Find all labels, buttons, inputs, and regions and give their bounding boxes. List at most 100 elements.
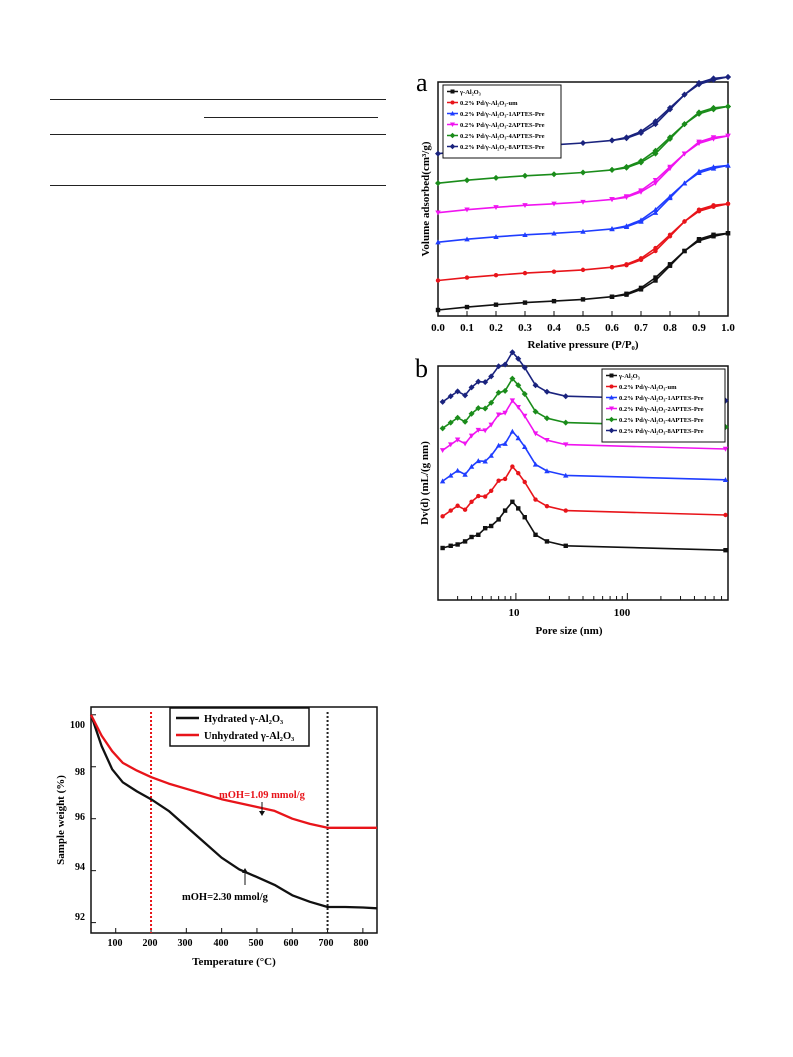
panel-a-data-point	[493, 174, 499, 181]
panel-a-data-point	[696, 79, 702, 86]
tga-x-tick-label: 200	[143, 938, 158, 949]
panel-a-data-point	[653, 275, 658, 280]
panel-b-data-point	[454, 388, 461, 395]
panel-b-series-5	[439, 349, 729, 405]
panel-a-data-point	[725, 73, 731, 80]
panel-b-data-point	[543, 415, 550, 422]
chart-panel-b: b 10 100 Pore size (nm) Dv(d) (mL/(g nm)…	[415, 349, 729, 637]
tga-x-tick-label: 700	[319, 938, 334, 949]
panel-b-data-point	[462, 418, 469, 425]
panel-a-data-point	[551, 171, 557, 178]
panel-b-data-point	[502, 361, 509, 368]
panel-b-data-point	[544, 539, 550, 544]
panel-a-data-point	[710, 164, 717, 170]
panel-b-data-point	[488, 523, 494, 529]
tga-vertical-lines	[150, 712, 329, 933]
panel-b-legend-box	[601, 368, 726, 443]
panel-a-data-point	[522, 270, 528, 276]
panel-a-data-point	[522, 203, 528, 208]
panel-a-data-point	[435, 180, 441, 187]
panel-a-data-point	[696, 207, 702, 212]
panel-b-data-point	[482, 494, 488, 499]
panel-a-x-tick-label: 0.6	[605, 322, 619, 334]
panel-a-data-point	[638, 218, 644, 224]
panel-b-legend-marker	[609, 406, 614, 411]
panel-b-data-point	[532, 461, 539, 467]
tga-annotation-unhydrated: mOH=1.09 mmol/g	[219, 790, 306, 801]
panel-b-data-point	[447, 419, 454, 426]
table-rule-mid	[50, 134, 386, 135]
chart-panel-tga: 100 200 300 400 500 600 700 800 92 94 96…	[55, 706, 378, 968]
panel-a-data-point	[580, 140, 586, 147]
panel-a-x-tick-label: 0.8	[663, 322, 677, 334]
panel-a-data-point	[493, 302, 499, 307]
panel-a-series-2	[435, 162, 731, 245]
panel-b-data-point	[532, 408, 539, 415]
panel-a-series-4	[435, 103, 731, 187]
panel-b-data-point	[488, 399, 495, 406]
tga-series-group	[89, 714, 378, 910]
panel-a-data-point	[652, 207, 659, 212]
panel-a-legend-label: 0.2% Pd/γ-Al₂O₃-2APTES-Pre	[460, 122, 545, 129]
panel-b-data-point	[475, 458, 482, 464]
panel-b-data-point	[509, 428, 516, 434]
panel-a-data-point	[580, 199, 586, 205]
panel-b-data-point	[440, 545, 445, 551]
panel-b-data-point	[454, 414, 461, 421]
panel-a-data-point	[696, 168, 702, 174]
panel-b-series-group	[439, 349, 729, 553]
table-rule-top	[50, 99, 386, 100]
panel-a-data-point	[653, 278, 658, 283]
panel-b-x-ticks	[437, 593, 723, 600]
panel-b-data-point	[476, 493, 481, 499]
panel-a-data-point	[696, 139, 702, 145]
panel-a-data-point	[710, 104, 717, 111]
panel-b-legend-marker	[609, 373, 614, 378]
panel-a-x-axis-label: Relative pressure (P/P₀)	[527, 339, 638, 351]
panel-b-data-point	[482, 405, 489, 412]
panel-b-legend-label: γ-Al₂O₃	[618, 373, 640, 380]
tga-x-tick-label: 500	[249, 938, 264, 949]
panel-a-data-point	[522, 300, 528, 305]
panel-b-data-point	[502, 387, 509, 394]
panel-b-label: b	[415, 354, 428, 383]
panel-a-data-point	[551, 269, 557, 274]
panel-b-data-point	[462, 392, 469, 399]
table-rule-bottom	[50, 185, 386, 186]
panel-a-data-point	[493, 205, 499, 211]
panel-b-legend-marker	[608, 427, 615, 434]
tga-series-line-0	[89, 714, 378, 910]
panel-b-data-point	[515, 405, 521, 410]
panel-b-data-point	[469, 499, 474, 504]
panel-b-data-point	[722, 446, 729, 452]
tga-series-line-1	[89, 714, 377, 829]
tga-x-tick-labels: 100 200 300 400 500 600 700 800	[108, 938, 369, 949]
panel-b-data-point	[448, 508, 453, 513]
tga-plot-frame	[90, 706, 378, 934]
panel-a-data-point	[696, 237, 702, 242]
panel-b-legend-label: 0.2% Pd/γ-Al₂O₃-8APTES-Pre	[619, 428, 704, 435]
panel-b-data-point	[482, 428, 488, 434]
panel-b-data-point	[496, 517, 501, 522]
panel-a-data-point	[725, 133, 731, 139]
panel-b-data-point	[544, 438, 550, 443]
panel-b-legend-marker	[608, 416, 615, 423]
panel-a-data-point	[609, 226, 615, 232]
panel-a-data-point	[710, 75, 717, 82]
panel-a-legend-marker	[449, 143, 456, 150]
panel-b-data-point	[532, 382, 539, 389]
panel-a-data-point	[725, 231, 731, 236]
panel-a-x-tick-label: 0.1	[460, 322, 474, 334]
panel-b-legend-marker	[609, 395, 614, 400]
panel-a-data-point	[638, 257, 644, 263]
panel-b-x-tick-label: 10	[509, 607, 521, 619]
tga-x-tick-label: 600	[284, 938, 299, 949]
panel-b-data-point	[543, 388, 550, 395]
panel-b-data-point	[521, 391, 528, 397]
panel-b-data-point	[563, 543, 568, 548]
panel-a-x-tick-label: 0.3	[518, 322, 532, 334]
panel-a-data-point	[464, 236, 470, 242]
tga-y-tick-label: 94	[75, 862, 85, 873]
tga-x-tick-label: 300	[178, 938, 193, 949]
